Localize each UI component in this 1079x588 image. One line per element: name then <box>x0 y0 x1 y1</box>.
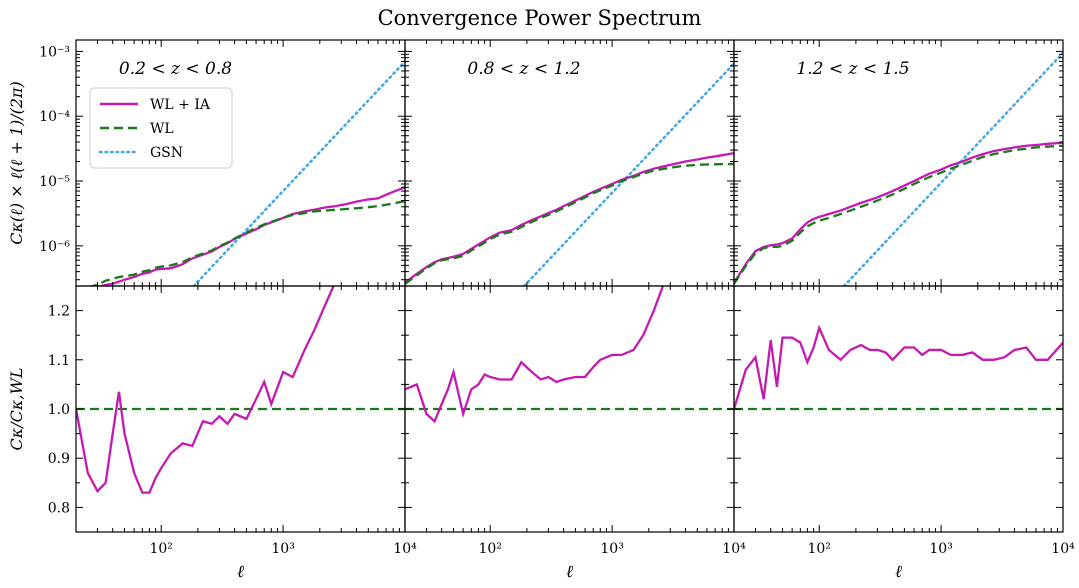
x-tick-label: 10⁴ <box>1051 541 1075 557</box>
wl-ia-line <box>97 186 405 286</box>
bottom-y-axis-label: Cκ/Cκ,WL <box>7 367 26 450</box>
y-tick-label: 10⁻⁵ <box>39 174 70 190</box>
wl-ia-line <box>405 151 734 284</box>
y-tick-label: 10⁻⁴ <box>39 109 70 125</box>
panel-label: 1.2 < z < 1.5 <box>796 59 909 79</box>
wl-line <box>734 144 1063 285</box>
x-tick-label: 10² <box>807 541 830 557</box>
wl-line <box>405 162 734 285</box>
x-tick-label: 10³ <box>929 541 952 557</box>
y-tick-label: 10⁻⁶ <box>39 239 70 255</box>
x-axis-label: ℓ <box>237 562 244 582</box>
y-tick-label: 1.0 <box>48 402 70 418</box>
ratio-line <box>734 324 1063 410</box>
ratio-line <box>405 286 665 424</box>
panel-label: 0.2 < z < 0.8 <box>119 59 232 79</box>
x-tick-label: 10⁴ <box>722 541 746 557</box>
panel-label: 0.8 < z < 1.2 <box>467 59 580 79</box>
legend: WL + IA WL GSN <box>89 87 233 169</box>
gsn-line <box>842 51 1063 286</box>
y-tick-label: 10⁻³ <box>39 44 70 60</box>
legend-label: WL + IA <box>150 97 211 113</box>
legend-label: GSN <box>150 145 183 161</box>
y-tick-label: 0.9 <box>48 451 70 467</box>
x-axis-label: ℓ <box>895 562 902 582</box>
x-tick-label: 10³ <box>600 541 623 557</box>
x-tick-label: 10³ <box>271 541 294 557</box>
chart-title: Convergence Power Spectrum <box>377 6 702 30</box>
legend-label: WL <box>150 121 174 137</box>
gsn-line <box>192 60 405 286</box>
x-tick-label: 10² <box>478 541 501 557</box>
top-y-axis-label: Cκ(ℓ) × ℓ(ℓ + 1)/(2π) <box>7 81 26 245</box>
y-tick-label: 1.2 <box>48 304 70 320</box>
wl-ia-line <box>734 141 1063 284</box>
x-tick-label: 10⁴ <box>393 541 417 557</box>
x-axis-label: ℓ <box>566 562 573 582</box>
y-tick-label: 0.8 <box>48 500 70 516</box>
gsn-line <box>522 62 734 286</box>
legend-box <box>89 87 233 169</box>
wl-line <box>87 199 405 286</box>
ratio-line <box>76 286 335 494</box>
x-tick-label: 10² <box>149 541 172 557</box>
y-tick-label: 1.1 <box>48 353 70 369</box>
